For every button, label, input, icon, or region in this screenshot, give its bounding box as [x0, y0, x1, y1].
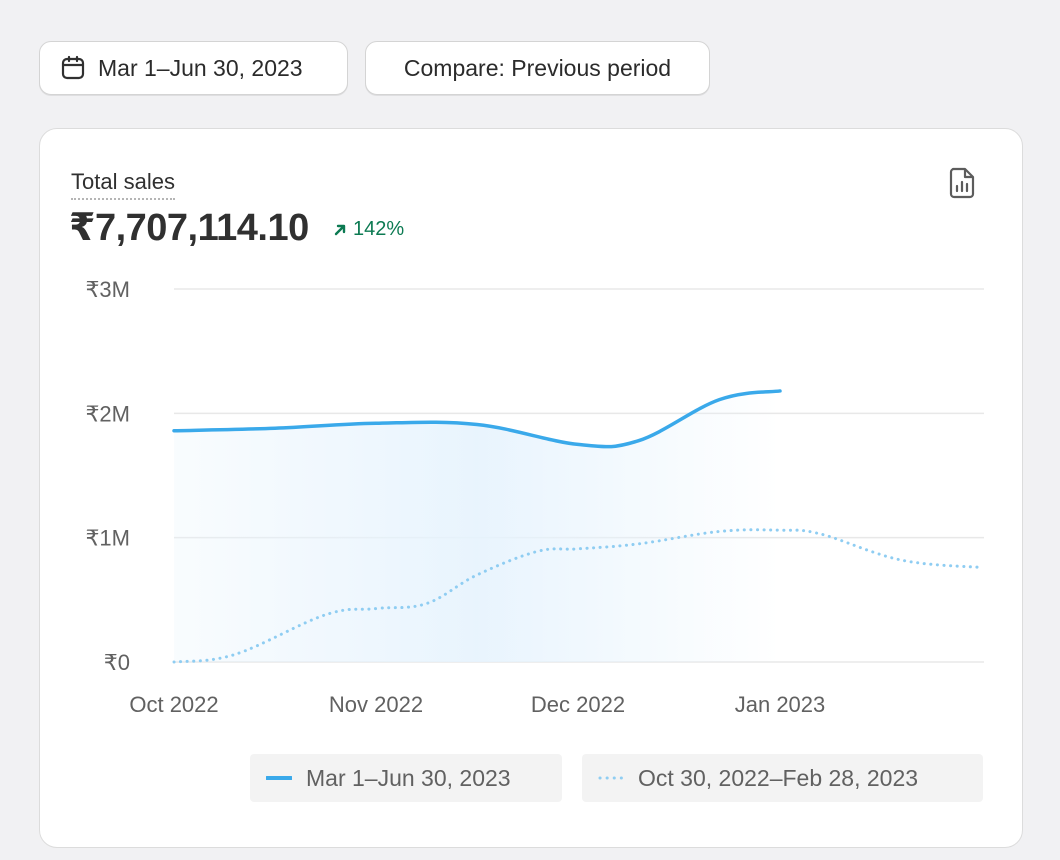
y-tick-label: ₹3M [85, 277, 130, 302]
legend-item-current[interactable]: Mar 1–Jun 30, 2023 [250, 754, 562, 802]
series-area [174, 390, 780, 662]
legend-item-previous[interactable]: Oct 30, 2022–Feb 28, 2023 [582, 754, 983, 802]
series-line-current[interactable] [172, 389, 782, 449]
metric-change: 142% [333, 218, 404, 241]
x-tick-label: Nov 2022 [329, 692, 423, 717]
y-tick-label: ₹1M [85, 526, 130, 551]
total-sales-card: ₹3M ₹2M ₹1M ₹0 Oct 2022 Nov 2022 Dec 2022 Jan 2… [39, 128, 1023, 848]
calendar-icon [61, 55, 85, 80]
y-tick-label: ₹0 [104, 650, 130, 675]
date-range-label: Mar 1–Jun 30, 2023 [98, 54, 303, 81]
y-tick-label: ₹2M [85, 401, 130, 426]
x-tick-label: Dec 2022 [531, 692, 625, 717]
sales-line-chart: ₹3M ₹2M ₹1M ₹0 Oct 2022 Nov 2022 Dec 2022 Jan 2… [85, 277, 984, 717]
legend-label-previous: Oct 30, 2022–Feb 28, 2023 [638, 764, 919, 791]
x-tick-label: Oct 2022 [129, 692, 218, 717]
legend-solid-line-icon [266, 776, 292, 780]
report-file-icon[interactable] [948, 167, 976, 199]
metric-change-value: 142% [353, 218, 405, 240]
compare-button[interactable]: Compare: Previous period [365, 41, 710, 95]
x-tick-label: Jan 2023 [735, 692, 826, 717]
date-range-button[interactable]: Mar 1–Jun 30, 2023 [39, 41, 348, 95]
arrow-up-right-icon [334, 224, 346, 235]
legend-dotted-line-icon [598, 776, 624, 780]
metric-value: ₹7,707,114.10 [69, 207, 309, 249]
legend-label-current: Mar 1–Jun 30, 2023 [306, 764, 511, 791]
compare-label: Compare: Previous period [403, 54, 672, 81]
metric-label[interactable]: Total sales [71, 169, 175, 200]
